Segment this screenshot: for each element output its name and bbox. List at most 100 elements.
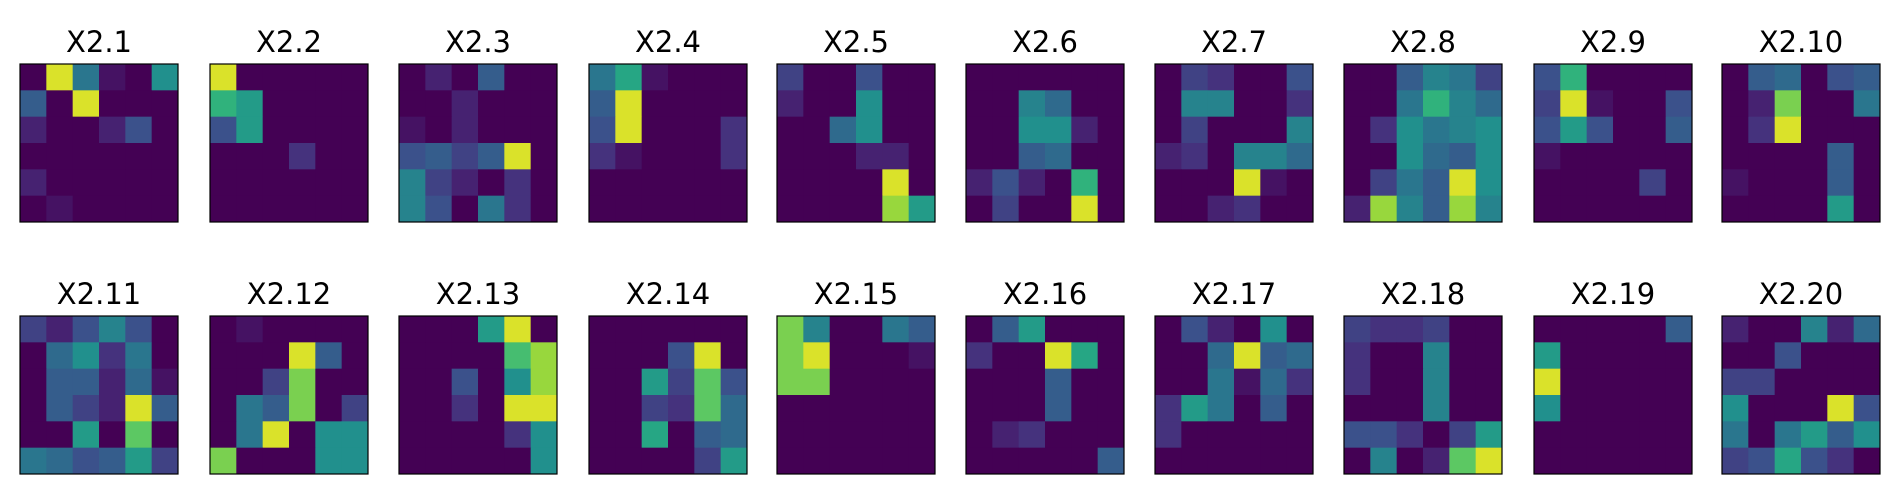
heatmap-cell <box>1234 447 1261 475</box>
heatmap-cell <box>1155 342 1182 370</box>
heatmap-cell <box>1853 116 1881 144</box>
heatmap-cell <box>1097 169 1125 197</box>
heatmap-cell <box>99 342 126 370</box>
heatmap-cell <box>829 64 857 91</box>
heatmap-cell <box>966 447 993 475</box>
heatmap-cell <box>341 169 369 197</box>
heatmap-cell <box>341 195 369 223</box>
heatmap-cell <box>1586 421 1614 449</box>
heatmap-cell <box>694 342 722 370</box>
heatmap-cell <box>1396 116 1424 144</box>
heatmap-cell <box>615 316 643 343</box>
heatmap-cell <box>1018 368 1046 396</box>
heatmap-cell <box>992 195 1020 223</box>
heatmap-cell <box>829 368 857 396</box>
heatmap-cell <box>1774 64 1802 91</box>
heatmap-cell <box>1234 169 1261 197</box>
heatmap-cell <box>1449 447 1477 475</box>
heatmap-cell <box>829 316 857 343</box>
heatmap-cell <box>1774 143 1802 170</box>
heatmap-cell <box>777 195 804 223</box>
heatmap-cell <box>908 90 936 118</box>
heatmap-panel: X2.7 <box>1154 25 1314 223</box>
heatmap-cell <box>530 368 558 396</box>
heatmap-cell <box>803 342 831 370</box>
heatmap-cell <box>1748 195 1776 223</box>
heatmap-cell <box>151 447 179 475</box>
panel-border <box>209 63 369 223</box>
heatmap-cell <box>1181 447 1209 475</box>
heatmap-cell <box>1534 116 1561 144</box>
heatmap-cell <box>425 143 453 170</box>
heatmap-cell <box>1475 395 1503 422</box>
heatmap-cell <box>1853 64 1881 91</box>
heatmap-cell <box>1449 90 1477 118</box>
heatmap-cell <box>1286 447 1314 475</box>
heatmap-cell <box>262 143 290 170</box>
heatmap-cell <box>966 342 993 370</box>
heatmap-cell <box>1234 316 1261 343</box>
heatmap-cell <box>1234 195 1261 223</box>
heatmap-cell <box>210 169 237 197</box>
heatmap-cell <box>315 316 343 343</box>
heatmap-cell <box>1853 395 1881 422</box>
heatmap-cell <box>1234 90 1261 118</box>
heatmap-cell <box>1155 64 1182 91</box>
heatmap-cell <box>1344 169 1371 197</box>
heatmap-cell <box>829 447 857 475</box>
heatmap-cell <box>262 368 290 396</box>
heatmap-cell <box>1097 342 1125 370</box>
heatmap-cell <box>1639 90 1667 118</box>
heatmap-cell <box>125 90 153 118</box>
heatmap-cell <box>1181 169 1209 197</box>
heatmap-cell <box>425 316 453 343</box>
heatmap-cell <box>1827 195 1855 223</box>
heatmap-cell <box>504 395 532 422</box>
heatmap-cell <box>641 116 669 144</box>
heatmap-cell <box>720 64 748 91</box>
heatmap-cell <box>1560 368 1588 396</box>
heatmap-cell <box>1181 116 1209 144</box>
heatmap-cell <box>1155 368 1182 396</box>
heatmap-cell <box>1639 169 1667 197</box>
heatmap-cell <box>668 195 695 223</box>
heatmap-cell <box>20 316 47 343</box>
heatmap-cell <box>882 368 910 396</box>
heatmap-cell <box>210 90 237 118</box>
heatmap-cell <box>72 447 100 475</box>
heatmap-cell <box>1097 395 1125 422</box>
heatmap-cell <box>1586 316 1614 343</box>
heatmap-cell <box>1071 143 1099 170</box>
panel-title: X2.14 <box>626 277 710 311</box>
heatmap-cell <box>425 90 453 118</box>
heatmap-cell <box>1475 447 1503 475</box>
heatmap-cell <box>1613 169 1640 197</box>
heatmap-cell <box>451 447 479 475</box>
heatmap-cell <box>1801 316 1828 343</box>
heatmap-cell <box>908 421 936 449</box>
heatmap-cell <box>1071 395 1099 422</box>
heatmap-cell <box>641 421 669 449</box>
heatmap-cell <box>20 64 47 91</box>
heatmap-cell <box>210 447 237 475</box>
heatmap-cell <box>72 64 100 91</box>
heatmap-cell <box>1018 64 1046 91</box>
heatmap-cell <box>478 116 505 144</box>
heatmap-cell <box>478 64 505 91</box>
panel-border <box>1533 315 1693 475</box>
heatmap-cell <box>1853 342 1881 370</box>
heatmap-cell <box>530 421 558 449</box>
heatmap-cell <box>425 447 453 475</box>
heatmap-cell <box>720 90 748 118</box>
heatmap-cell <box>720 342 748 370</box>
heatmap-cell <box>1801 395 1828 422</box>
heatmap-cell <box>125 64 153 91</box>
heatmap-cell <box>1748 395 1776 422</box>
heatmap-cell <box>1722 116 1749 144</box>
heatmap-cell <box>1097 368 1125 396</box>
panel-title: X2.2 <box>256 25 322 59</box>
heatmap-cell <box>1370 395 1398 422</box>
heatmap-cell <box>1560 421 1588 449</box>
heatmap-cell <box>262 116 290 144</box>
heatmap-cell <box>777 316 804 343</box>
